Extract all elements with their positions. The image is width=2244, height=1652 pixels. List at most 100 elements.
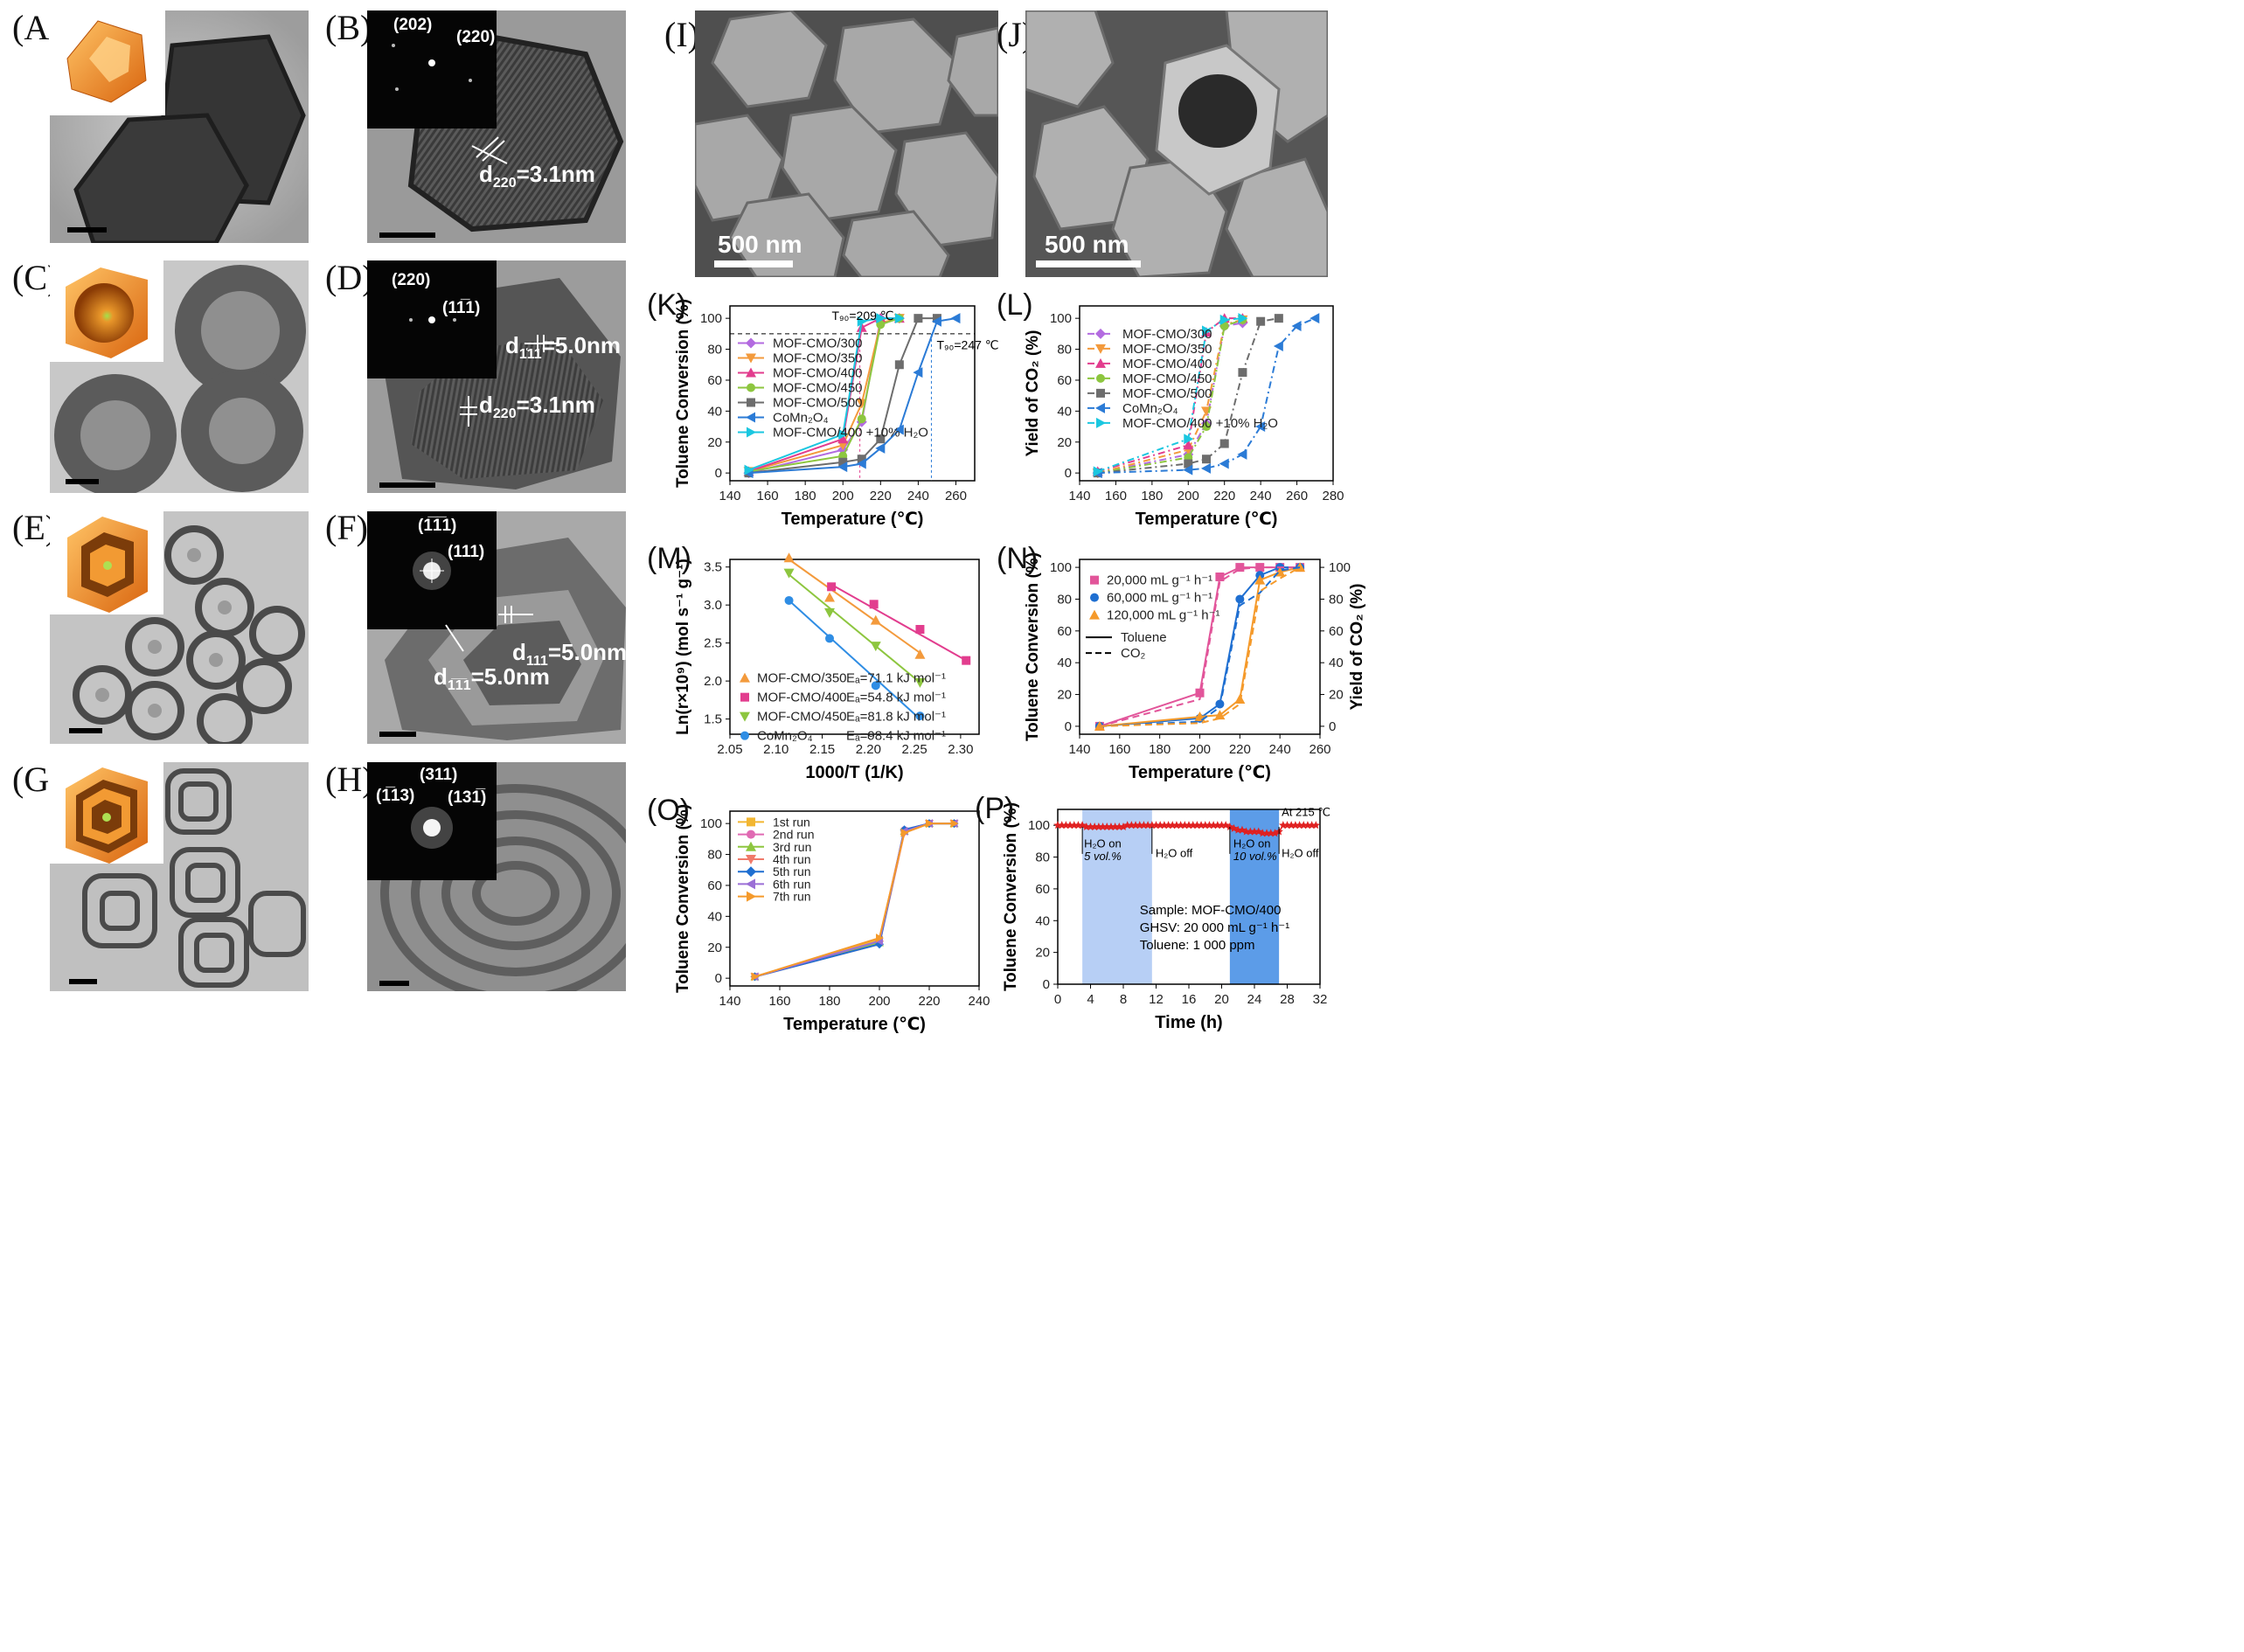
series-mof-cmo-400-10-h-o	[1093, 313, 1248, 477]
axes-frame	[729, 305, 976, 482]
legend-label: MOF-CMO/400	[757, 691, 847, 705]
chart-n: 140 160 180 200 220 240 260 0 20 40 60 80 100 Tempera…	[997, 542, 1366, 800]
x-tick-label: 180	[795, 489, 816, 503]
y2-tick-label: 40	[1329, 656, 1344, 670]
y-tick-label: 100	[1028, 818, 1050, 833]
legend-item: CoMn₂O₄ Eₐ=98.4 kJ mol⁻¹	[740, 729, 946, 744]
legend-label: 2nd run	[773, 828, 814, 842]
legend-item: 3rd run	[738, 840, 811, 854]
x-tick-label: 160	[1105, 489, 1127, 503]
plot-area: 2.05 2.10 2.15 2.20 2.25 2.30 1.5 2.0 2.5 3.0 3.5 1…	[647, 542, 980, 782]
plot-area: 0 4 8 12 16 20 24 28 32 0 20 40 60 80 100 Time (h) Tolue…	[975, 792, 1330, 1032]
legend-label: 60,000 mL g⁻¹ h⁻¹	[1107, 591, 1212, 606]
x-tick-label: 28	[1280, 992, 1295, 1007]
legend-label: MOF-CMO/450	[773, 380, 863, 395]
legend-label: MOF-CMO/350	[773, 351, 863, 365]
data-point	[1184, 459, 1193, 469]
x-tick-label: 200	[1178, 489, 1199, 503]
panel-label: (L)	[997, 288, 1033, 322]
x-tick-label: 140	[1068, 489, 1090, 503]
data-point	[1295, 562, 1306, 573]
legend-label: MOF-CMO/400 +10% H₂O	[1122, 416, 1278, 431]
annotation: At 215 ℃	[1282, 805, 1330, 818]
x-axis-label: 1000/T (1/K)	[805, 763, 903, 782]
y-tick-label: 1.5	[704, 712, 722, 727]
legend-label: Toluene	[1121, 630, 1167, 645]
x-tick-label: 4	[1087, 992, 1094, 1007]
plot-area: 140 160 180 200 220 240 260 280 0 20 40 60 80 100 Temp…	[997, 288, 1344, 529]
y-axis-label: Toluene Conversion (%)	[674, 299, 692, 488]
data-point	[1311, 821, 1321, 829]
legend-label: 120,000 mL g⁻¹ h⁻¹	[1107, 608, 1220, 623]
x-tick-label: 8	[1120, 992, 1127, 1007]
data-point	[900, 828, 909, 837]
axes-frame	[729, 810, 980, 987]
data-point	[1235, 563, 1245, 573]
y-tick-label: 40	[1057, 656, 1072, 670]
data-point	[857, 455, 866, 464]
legend-label: MOF-CMO/350	[757, 671, 847, 686]
x-tick-label: 260	[945, 489, 967, 503]
hrtem-image-d: (220) (11̅1) d1͑11=5.0nm d220=3.1nm	[367, 260, 626, 493]
legend-label: MOF-CMO/300	[773, 336, 863, 351]
series-mof-cmo-500	[744, 314, 941, 478]
x-tick-label: 20	[1214, 992, 1229, 1007]
data-point	[1235, 594, 1245, 604]
data-point	[1219, 314, 1230, 325]
y-tick-label: 60	[707, 878, 722, 893]
data-point	[856, 458, 866, 469]
legend-label: CoMn₂O₄	[1122, 401, 1178, 416]
hrtem-image-f: (1̅1̅1) (111) d111=5.0nm d1̅1̅1=5.0nm	[367, 511, 626, 744]
legend-item: MOF-CMO/350	[738, 351, 863, 365]
x-tick-label: 2.15	[809, 742, 835, 757]
data-point	[914, 677, 926, 688]
y-tick-label: 2.5	[704, 636, 722, 651]
tem-image-g	[50, 762, 309, 991]
data-point	[1202, 325, 1212, 337]
fft-index-label: (1̅1̅1)	[418, 517, 457, 535]
sem-image-i: 500 nm	[695, 10, 998, 277]
x-axis-label: Temperature (℃)	[1129, 763, 1271, 782]
data-point	[1237, 448, 1247, 460]
legend-marker	[746, 866, 756, 878]
info-text: Toluene: 1 000 ppm	[1140, 938, 1255, 953]
data-point	[751, 972, 760, 982]
legend-label: 20,000 mL g⁻¹ h⁻¹	[1107, 573, 1212, 588]
data-point	[1214, 710, 1226, 720]
fit-line	[788, 559, 921, 654]
legend-label: 7th run	[773, 890, 811, 904]
x-tick-label: 180	[1149, 742, 1171, 757]
legend-marker	[1096, 388, 1105, 398]
legend-marker	[1095, 357, 1106, 368]
x-tick-label: 140	[719, 994, 740, 1009]
data-point	[926, 819, 934, 829]
legend-label: 4th run	[773, 852, 811, 866]
data-point	[784, 595, 794, 605]
legend-ea: Eₐ=71.1 kJ mol⁻¹	[846, 671, 946, 686]
x-tick-label: 180	[1141, 489, 1163, 503]
x-tick-label: 2.20	[856, 742, 881, 757]
legend-item: 120,000 mL g⁻¹ h⁻¹	[1089, 608, 1220, 623]
panel-label-f: (F)	[325, 508, 368, 547]
data-point	[1202, 422, 1211, 432]
fft-index-label: (311)	[420, 766, 458, 784]
x-tick-label: 24	[1247, 992, 1262, 1007]
data-point	[914, 649, 926, 659]
legend-marker	[1090, 593, 1099, 602]
x-tick-label: 160	[768, 994, 790, 1009]
series-line	[1097, 318, 1243, 475]
data-point	[837, 462, 848, 473]
legend-label: CoMn₂O₄	[757, 729, 813, 744]
data-point	[950, 819, 959, 829]
x-tick-label: 32	[1313, 992, 1328, 1007]
y-tick-label: 80	[707, 343, 722, 357]
x-tick-label: 16	[1182, 992, 1197, 1007]
series-comn-o-	[1092, 313, 1320, 479]
data-point	[1255, 421, 1266, 433]
legend-item: 60,000 mL g⁻¹ h⁻¹	[1090, 591, 1212, 606]
data-point	[1184, 434, 1194, 445]
y-tick-label: 80	[1057, 343, 1072, 357]
legend-label: MOF-CMO/400	[773, 365, 863, 380]
y2-tick-label: 20	[1329, 688, 1344, 703]
y-tick-label: 3.0	[704, 598, 722, 613]
